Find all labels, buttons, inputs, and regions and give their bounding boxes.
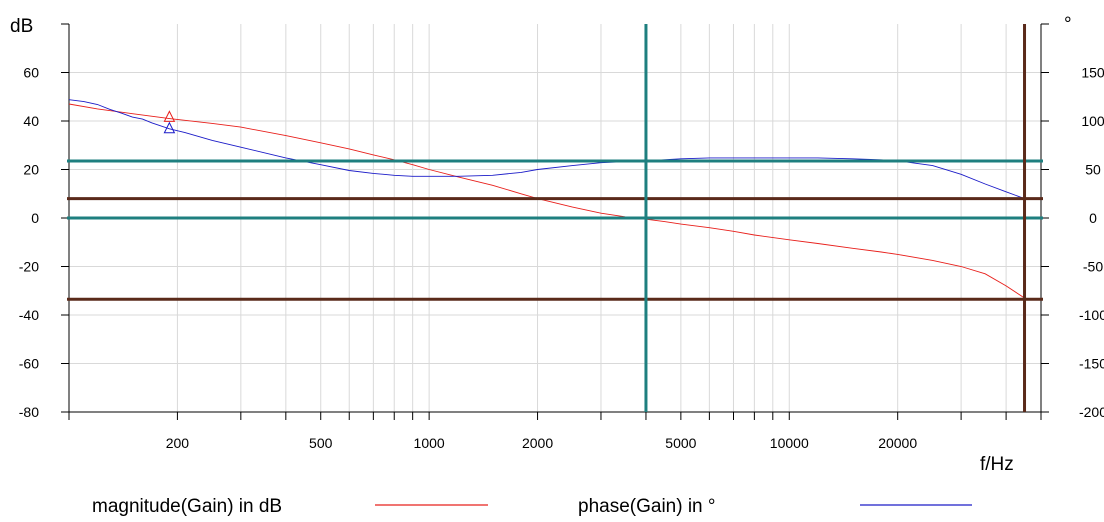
series-line-phase	[68, 99, 1025, 200]
x-tick-label: 2000	[522, 435, 553, 451]
axes	[61, 23, 1049, 420]
y-tick-label-right: -50	[1083, 259, 1103, 275]
y-tick-label-left: 0	[31, 210, 39, 226]
y-tick-label-left: 20	[23, 162, 39, 178]
tick-labels: 6040200-20-40-60-80150100500-50-100-150-…	[19, 65, 1104, 452]
legend-label-magnitude: magnitude(Gain) in dB	[92, 496, 282, 517]
marker-triangle	[163, 121, 176, 134]
y-tick-label-right: 50	[1085, 162, 1101, 178]
legend-label-phase: phase(Gain) in °	[578, 496, 716, 517]
x-tick-label: 5000	[665, 435, 696, 451]
y-tick-label-left: -80	[19, 404, 39, 420]
y-tick-label-left: 40	[23, 113, 39, 129]
x-tick-label: 10000	[770, 435, 809, 451]
legend: magnitude(Gain) in dB phase(Gain) in °	[92, 496, 972, 517]
y-tick-label-right: 150	[1081, 65, 1104, 81]
marker-triangle	[163, 110, 176, 122]
y-tick-label-left: -60	[19, 356, 39, 372]
series-line-magnitude	[68, 103, 1025, 299]
x-tick-label: 200	[166, 435, 190, 451]
x-tick-label: 1000	[414, 435, 445, 451]
reference-lines	[67, 24, 1043, 412]
y-axis-label-right: °	[1064, 14, 1072, 35]
y-tick-label-left: 60	[23, 65, 39, 81]
y-tick-label-right: 100	[1081, 113, 1104, 129]
y-tick-label-right: -200	[1079, 404, 1104, 420]
x-tick-label: 500	[309, 435, 333, 451]
y-tick-label-left: -20	[19, 259, 39, 275]
x-tick-label: 20000	[878, 435, 917, 451]
y-tick-label-right: -150	[1079, 356, 1104, 372]
y-tick-label-right: -100	[1079, 307, 1104, 323]
y-tick-label-right: 0	[1089, 210, 1097, 226]
y-tick-label-left: -40	[19, 307, 39, 323]
x-axis-label: f/Hz	[980, 454, 1014, 475]
markers	[163, 110, 176, 134]
series-lines	[68, 99, 1025, 299]
y-axis-label-left: dB	[10, 16, 33, 37]
